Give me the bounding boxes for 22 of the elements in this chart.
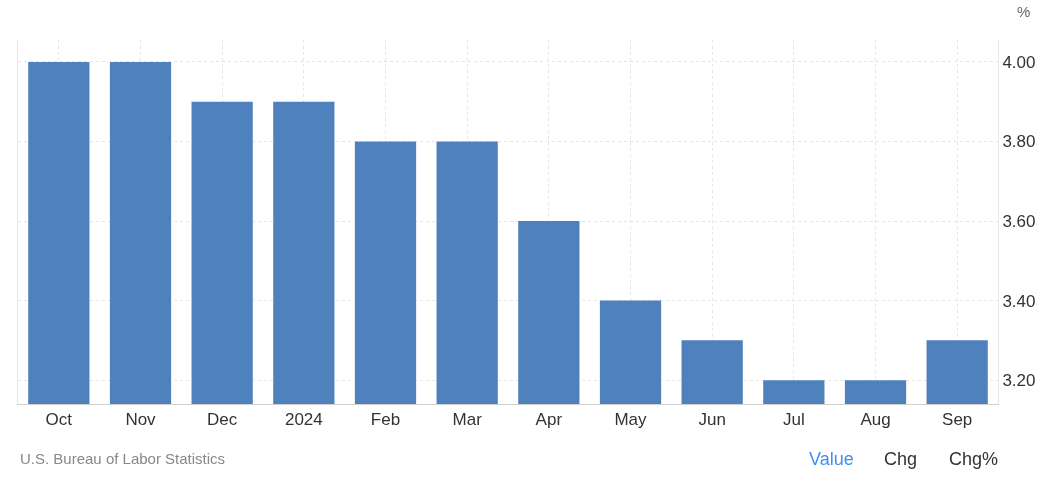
y-tick-label: 3.40: [1002, 291, 1036, 311]
x-tick-label: Jun: [698, 410, 726, 430]
x-tick-label: Feb: [370, 410, 401, 430]
x-tick-label: Nov: [125, 410, 157, 430]
x-tick-label: Sep: [942, 410, 973, 430]
x-tick-label: Oct: [45, 410, 73, 430]
text: U.S. Bureau of Labor Statistics: [20, 450, 226, 467]
text: Value: [809, 449, 854, 469]
y-tick-label: 4.00: [1002, 52, 1036, 72]
x-tick-label: May: [614, 410, 648, 430]
y-tick-label: 3.20: [1002, 371, 1036, 391]
y-axis-title: %: [1017, 3, 1031, 20]
y-tick-label: 3.60: [1002, 211, 1036, 231]
text: Chg%: [949, 449, 999, 469]
y-tick-label: 3.80: [1002, 132, 1036, 152]
x-tick-label: Apr: [535, 410, 563, 430]
text: Chg: [884, 449, 918, 469]
x-tick-label: Jul: [782, 410, 805, 430]
x-tick-label: Dec: [207, 410, 238, 430]
x-tick-label: Aug: [860, 410, 891, 430]
x-tick-label: 2024: [284, 410, 323, 430]
x-tick-label: Mar: [452, 410, 483, 430]
